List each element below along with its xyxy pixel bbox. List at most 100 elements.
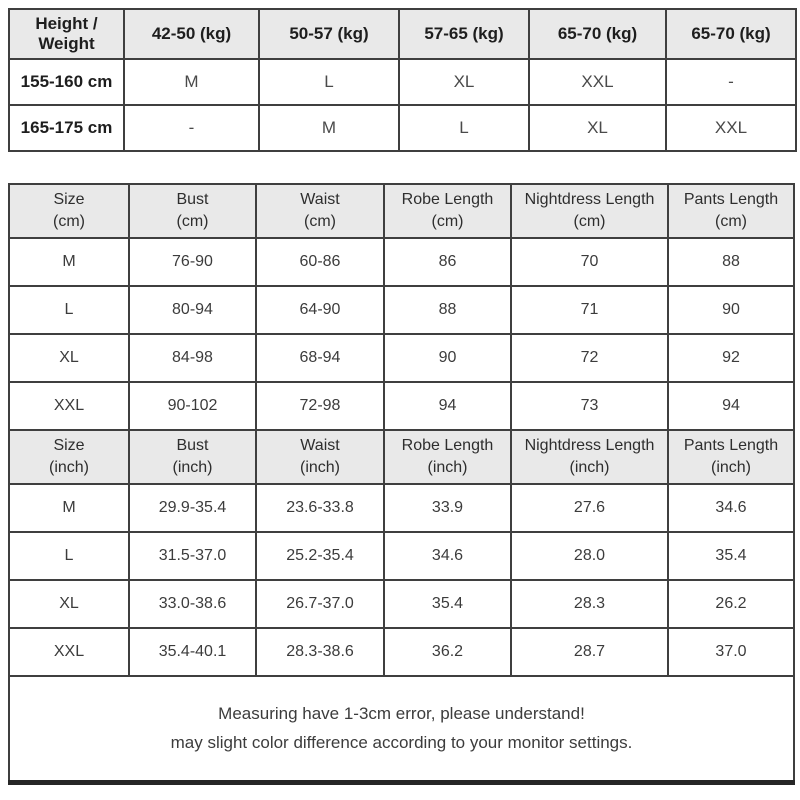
inch-size-header: Size (inch)	[8, 429, 130, 485]
header-unit: (cm)	[573, 213, 606, 230]
height-range-label: 165-175 cm	[8, 104, 125, 152]
size-label-cell: XXL	[8, 627, 130, 677]
header-unit: (inch)	[427, 459, 468, 476]
measuring-note: Measuring have 1-3cm error, please under…	[8, 675, 795, 785]
inch-robe-length-header: Robe Length (inch)	[383, 429, 512, 485]
weight-range-header: 50-57 (kg)	[258, 8, 400, 60]
robe-length-cell: 35.4	[383, 579, 512, 629]
bust-cell: 76-90	[128, 237, 257, 287]
bust-cell: 84-98	[128, 333, 257, 383]
header-label: Waist	[300, 191, 340, 209]
robe-length-cell: 33.9	[383, 483, 512, 533]
size-label-cell: L	[8, 531, 130, 581]
robe-length-cell: 90	[383, 333, 512, 383]
waist-cell: 60-86	[255, 237, 385, 287]
pants-length-cell: 34.6	[667, 483, 795, 533]
header-unit: (cm)	[431, 213, 464, 230]
pants-length-cell: 92	[667, 333, 795, 383]
cm-waist-header: Waist (cm)	[255, 183, 385, 239]
inch-data-row: L 31.5-37.0 25.2-35.4 34.6 28.0 35.4	[8, 531, 795, 581]
robe-length-cell: 88	[383, 285, 512, 335]
header-label: Nightdress Length	[524, 437, 655, 455]
size-value-cell: L	[258, 58, 400, 106]
waist-cell: 64-90	[255, 285, 385, 335]
waist-cell: 26.7-37.0	[255, 579, 385, 629]
size-value-cell: XL	[398, 58, 530, 106]
inch-header-row: Size (inch) Bust (inch) Waist (inch) Rob…	[8, 429, 795, 485]
measuring-note-line2: may slight color difference according to…	[170, 733, 633, 753]
size-value-cell: M	[123, 58, 260, 106]
header-unit: (cm)	[304, 213, 336, 230]
cm-data-row: XL 84-98 68-94 90 72 92	[8, 333, 795, 383]
header-unit: (cm)	[176, 213, 209, 230]
size-value-cell: M	[258, 104, 400, 152]
size-value-cell: XXL	[665, 104, 797, 152]
header-label: Robe Length	[401, 191, 494, 209]
size-value-cell: -	[665, 58, 797, 106]
waist-cell: 25.2-35.4	[255, 531, 385, 581]
pants-length-cell: 94	[667, 381, 795, 431]
header-unit: (inch)	[569, 459, 610, 476]
waist-cell: 28.3-38.6	[255, 627, 385, 677]
header-label: Size	[53, 437, 85, 455]
waist-cell: 68-94	[255, 333, 385, 383]
header-label: Bust	[176, 437, 209, 455]
size-label-cell: M	[8, 483, 130, 533]
bust-cell: 90-102	[128, 381, 257, 431]
header-label: Bust	[176, 191, 209, 209]
cm-size-header: Size (cm)	[8, 183, 130, 239]
robe-length-cell: 36.2	[383, 627, 512, 677]
measurements-table: Size (cm) Bust (cm) Waist (cm) Robe Leng…	[8, 183, 795, 785]
bust-cell: 80-94	[128, 285, 257, 335]
height-range-label: 155-160 cm	[8, 58, 125, 106]
nightdress-length-cell: 73	[510, 381, 669, 431]
size-label-cell: XL	[8, 579, 130, 629]
header-unit: (inch)	[172, 459, 213, 476]
cm-pants-length-header: Pants Length (cm)	[667, 183, 795, 239]
header-unit: (inch)	[48, 459, 89, 476]
header-label: Pants Length	[683, 191, 779, 209]
note-row: Measuring have 1-3cm error, please under…	[8, 675, 795, 785]
nightdress-length-cell: 28.7	[510, 627, 669, 677]
header-label: Pants Length	[683, 437, 779, 455]
weight-range-header: 42-50 (kg)	[123, 8, 260, 60]
robe-length-cell: 94	[383, 381, 512, 431]
pants-length-cell: 90	[667, 285, 795, 335]
header-unit: (cm)	[715, 213, 747, 230]
weight-range-header: 65-70 (kg)	[665, 8, 797, 60]
size-label-cell: M	[8, 237, 130, 287]
weight-table-header-row: Height / Weight 42-50 (kg) 50-57 (kg) 57…	[8, 8, 797, 60]
cm-robe-length-header: Robe Length (cm)	[383, 183, 512, 239]
robe-length-cell: 86	[383, 237, 512, 287]
bust-cell: 31.5-37.0	[128, 531, 257, 581]
nightdress-length-cell: 27.6	[510, 483, 669, 533]
height-weight-header: Height / Weight	[8, 8, 125, 60]
cm-nightdress-length-header: Nightdress Length (cm)	[510, 183, 669, 239]
bust-cell: 33.0-38.6	[128, 579, 257, 629]
header-unit: (inch)	[710, 459, 751, 476]
nightdress-length-cell: 72	[510, 333, 669, 383]
measuring-note-line1: Measuring have 1-3cm error, please under…	[218, 703, 585, 723]
size-label-cell: L	[8, 285, 130, 335]
header-label: Waist	[300, 437, 340, 455]
inch-data-row: XL 33.0-38.6 26.7-37.0 35.4 28.3 26.2	[8, 579, 795, 629]
waist-cell: 72-98	[255, 381, 385, 431]
inch-pants-length-header: Pants Length (inch)	[667, 429, 795, 485]
pants-length-cell: 37.0	[667, 627, 795, 677]
robe-length-cell: 34.6	[383, 531, 512, 581]
inch-data-row: M 29.9-35.4 23.6-33.8 33.9 27.6 34.6	[8, 483, 795, 533]
cm-bust-header: Bust (cm)	[128, 183, 257, 239]
header-unit: (inch)	[299, 459, 340, 476]
pants-length-cell: 35.4	[667, 531, 795, 581]
inch-bust-header: Bust (inch)	[128, 429, 257, 485]
pants-length-cell: 26.2	[667, 579, 795, 629]
weight-range-header: 57-65 (kg)	[398, 8, 530, 60]
nightdress-length-cell: 28.0	[510, 531, 669, 581]
header-label: Nightdress Length	[524, 191, 655, 209]
height-weight-table: Height / Weight 42-50 (kg) 50-57 (kg) 57…	[8, 8, 797, 152]
bust-cell: 29.9-35.4	[128, 483, 257, 533]
size-value-cell: -	[123, 104, 260, 152]
cm-data-row: L 80-94 64-90 88 71 90	[8, 285, 795, 335]
weight-table-row: 155-160 cm M L XL XXL -	[8, 58, 797, 106]
